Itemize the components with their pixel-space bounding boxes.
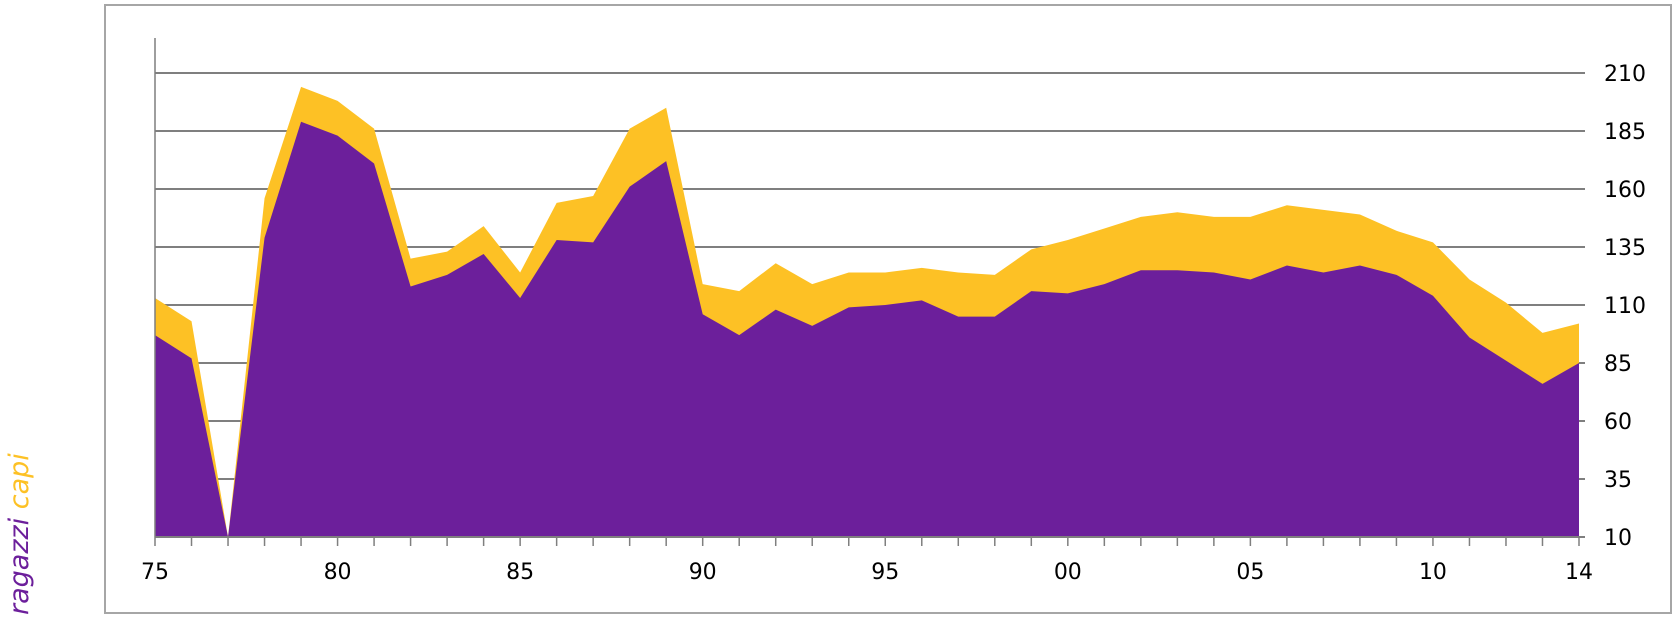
y-tick-label-35: 35 (1604, 468, 1632, 493)
y-tick-label-160: 160 (1604, 178, 1646, 203)
x-tick-label-90: 90 (689, 560, 717, 585)
series-areas (155, 86, 1579, 538)
y-axis-labels: 10 35 60 85 110 135 160 185 210 (1604, 62, 1646, 551)
x-tick-label-10: 10 (1419, 560, 1447, 585)
axes (154, 38, 1585, 546)
x-tick-label-80: 80 (324, 560, 352, 585)
x-tick-label-14: 14 (1565, 560, 1593, 585)
x-tick-label-75: 75 (141, 560, 169, 585)
x-tick-label-95: 95 (871, 560, 899, 585)
y-tick-label-210: 210 (1604, 62, 1646, 87)
y-tick-label-10: 10 (1604, 526, 1632, 551)
y-tick-label-85: 85 (1604, 352, 1632, 377)
y-tick-label-135: 135 (1604, 236, 1646, 261)
x-tick-label-00: 00 (1054, 560, 1082, 585)
y-tick-label-185: 185 (1604, 120, 1646, 145)
x-tick-label-85: 85 (506, 560, 534, 585)
x-axis-labels: 75 80 85 90 95 00 05 10 14 (141, 560, 1593, 585)
y-tick-label-60: 60 (1604, 410, 1632, 435)
y-tick-label-110: 110 (1604, 294, 1646, 319)
area-ragazzi (155, 121, 1579, 537)
x-tick-label-05: 05 (1236, 560, 1264, 585)
